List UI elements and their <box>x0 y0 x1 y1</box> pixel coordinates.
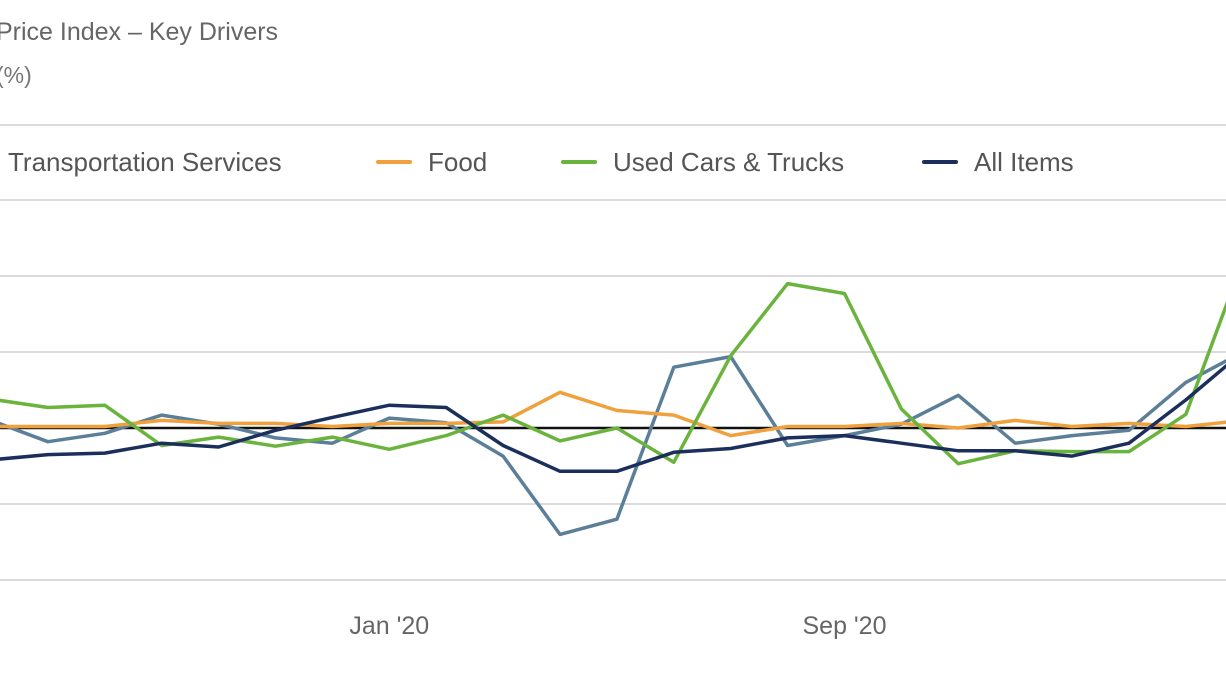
chart-legend: Transportation Services Food Used Cars &… <box>0 140 1226 184</box>
series-line-all-items <box>0 363 1226 474</box>
legend-item-all-items: All Items <box>922 140 1074 184</box>
legend-label-all-items: All Items <box>974 146 1074 177</box>
chart-subtitle: (%) <box>0 62 32 88</box>
gridlines <box>0 199 1226 581</box>
series-line-food <box>0 390 1226 438</box>
legend-label-food: Food <box>428 146 488 177</box>
legend-item-transportation-services: Transportation Services <box>0 140 282 184</box>
legend-label-used-cars-trucks: Used Cars & Trucks <box>613 146 845 177</box>
legend-label-transportation-services: Transportation Services <box>8 146 282 177</box>
series-line-used-cars-trucks <box>0 281 1226 466</box>
x-tick-label: Jan '20 <box>349 612 429 640</box>
x-tick-label: Sep '20 <box>802 612 886 640</box>
legend-item-used-cars-trucks: Used Cars & Trucks <box>561 140 844 184</box>
legend-swatch-all-items <box>922 160 958 164</box>
legend-item-food: Food <box>376 140 487 184</box>
legend-swatch-used-cars-trucks <box>561 160 597 164</box>
series-lines <box>0 281 1226 537</box>
chart-title: Price Index – Key Drivers <box>0 18 279 46</box>
x-axis-ticks: Jan '20 Sep '20 <box>349 612 886 640</box>
legend-swatch-food <box>376 160 412 164</box>
